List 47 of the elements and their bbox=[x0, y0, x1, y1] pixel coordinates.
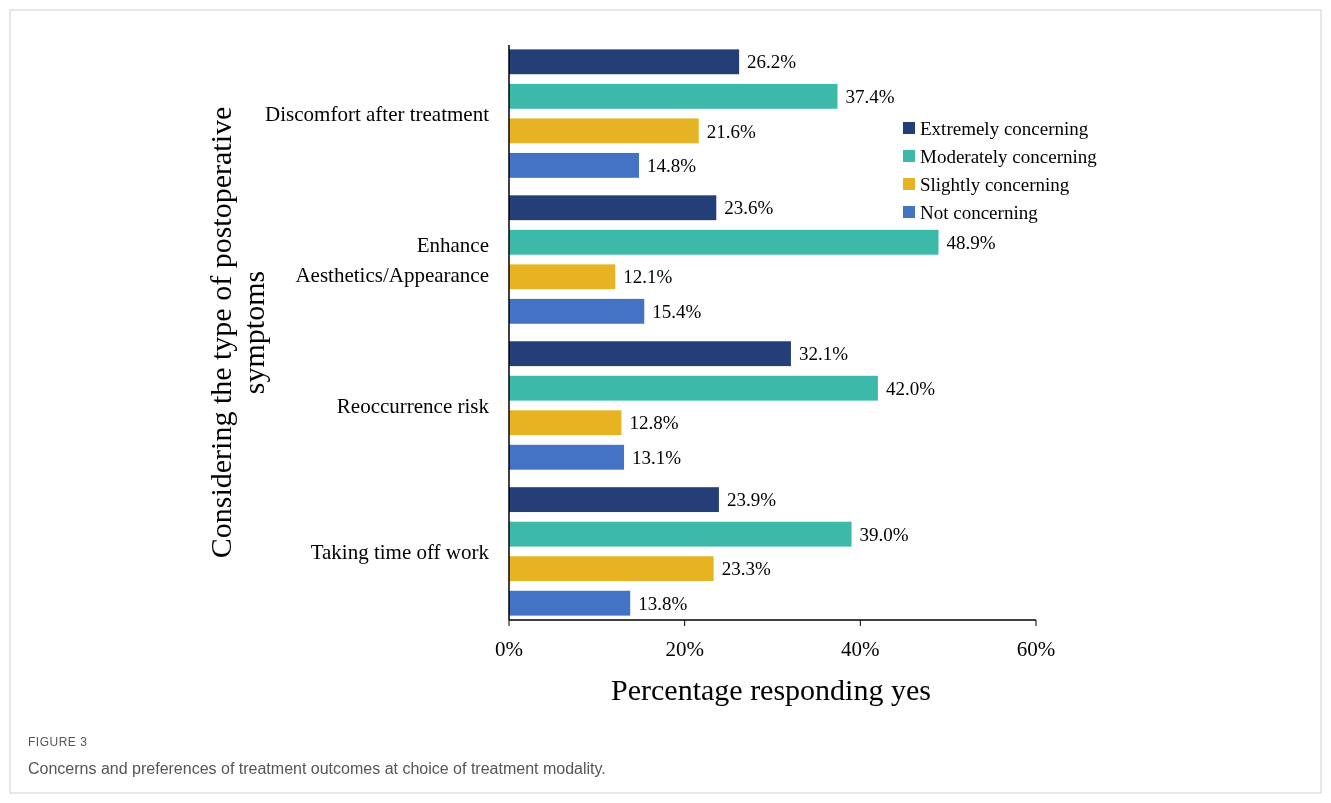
bar bbox=[509, 83, 838, 109]
bar bbox=[509, 195, 717, 221]
y-tick-label: Taking time off work bbox=[310, 539, 490, 564]
legend-label: Not concerning bbox=[920, 201, 1039, 223]
bar bbox=[509, 521, 852, 547]
bar bbox=[509, 444, 625, 470]
data-label: 39.0% bbox=[859, 523, 909, 545]
data-label: 14.8% bbox=[646, 155, 697, 177]
data-label: 23.3% bbox=[721, 558, 771, 580]
data-label: 12.8% bbox=[629, 412, 679, 434]
caption: FIGURE 3 bbox=[28, 735, 88, 749]
data-label: 48.9% bbox=[946, 231, 996, 253]
bar bbox=[509, 264, 616, 290]
data-label: 42.0% bbox=[885, 377, 936, 399]
bar bbox=[509, 152, 639, 178]
bar bbox=[509, 590, 631, 616]
y-tick-label: Enhance Aesthetics/Appearance bbox=[295, 232, 489, 287]
bar bbox=[509, 229, 939, 255]
data-label: 13.8% bbox=[638, 592, 688, 614]
data-label: 15.4% bbox=[652, 300, 702, 322]
bar bbox=[509, 49, 740, 75]
data-label: 23.6% bbox=[724, 197, 774, 219]
data-label: 37.4% bbox=[845, 85, 895, 107]
legend-label: Extremely concerning bbox=[920, 117, 1089, 139]
data-label: 23.9% bbox=[726, 489, 777, 511]
text: Concerns and preferences of treatment outcomes at choice of treatment modality. bbox=[28, 760, 606, 777]
bar bbox=[509, 375, 878, 401]
x-tick-label: 20% bbox=[665, 637, 704, 661]
data-label: 26.2% bbox=[747, 51, 797, 73]
data-label: 21.6% bbox=[706, 120, 756, 142]
legend-label: Slightly concerning bbox=[920, 173, 1070, 195]
bar bbox=[509, 298, 645, 324]
bar bbox=[509, 341, 791, 367]
x-tick-label: 60% bbox=[1016, 637, 1056, 661]
bar bbox=[509, 487, 719, 513]
x-tick-label: 40% bbox=[841, 637, 880, 661]
y-tick-label: Discomfort after treatment bbox=[265, 101, 490, 126]
bar bbox=[509, 118, 699, 144]
x-tick-label: 0% bbox=[495, 637, 523, 661]
bar bbox=[509, 556, 714, 582]
y-tick-label: Reoccurrence risk bbox=[336, 393, 490, 418]
data-label: 32.1% bbox=[798, 343, 849, 365]
bar bbox=[509, 410, 622, 436]
legend-label: Moderately concerning bbox=[920, 145, 1098, 167]
data-label: 13.1% bbox=[632, 446, 682, 468]
data-label: 12.1% bbox=[623, 266, 673, 288]
x-axis-title: Percentage responding yes bbox=[611, 673, 931, 706]
